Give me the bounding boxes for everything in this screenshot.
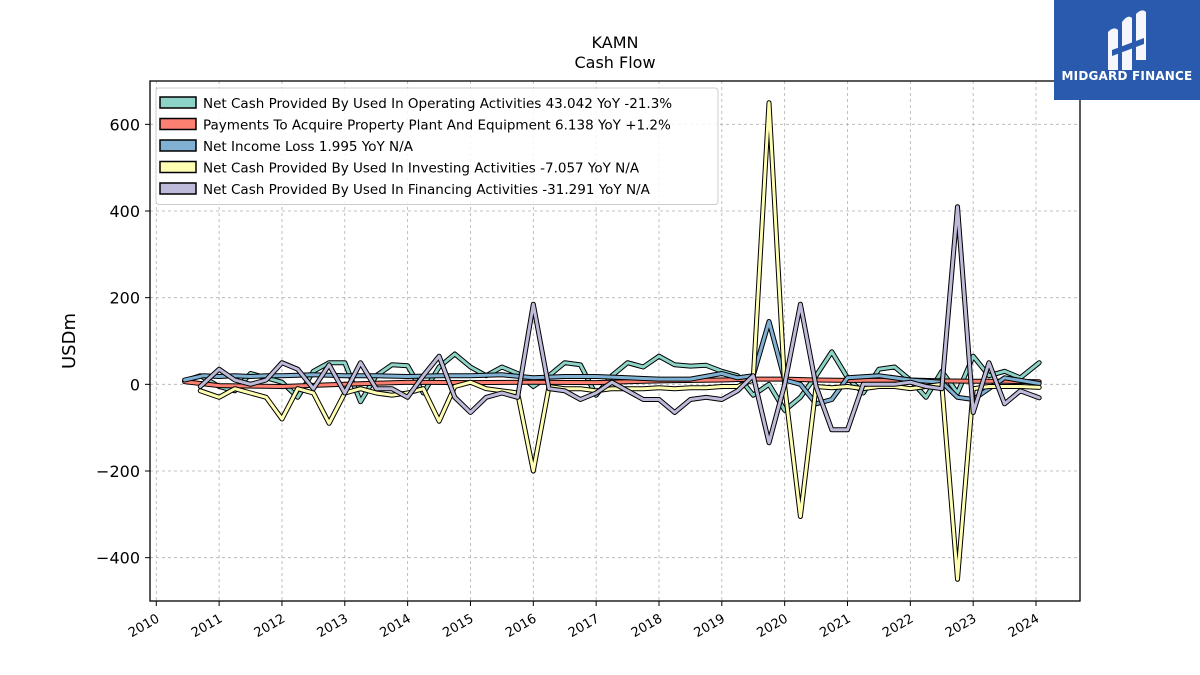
plot-frame [149,80,1081,602]
legend-box [155,87,719,205]
series-4 [197,204,1042,446]
y-tick-label-3: 200 [109,289,140,308]
legend-label-3: Net Cash Provided By Used In Investing A… [203,161,640,177]
series-lines [182,100,1042,582]
y-tick-label-5: 600 [109,115,140,134]
legend-swatch-1 [159,117,197,131]
legend-swatch-4 [159,182,197,195]
legend-label-4: Net Cash Provided By Used In Financing A… [203,182,651,198]
legend-label-0: Net Cash Provided By Used In Operating A… [203,96,672,112]
series-2 [182,319,1042,407]
legend-swatch-2 [159,139,197,152]
y-tick-label-0: −400 [96,549,140,568]
chart-subtitle: Cash Flow [574,53,655,72]
y-tick-label-2: 0 [130,375,140,394]
legend-label-1: Payments To Acquire Property Plant And E… [203,118,671,134]
midgard-finance-logo: MIDGARD FINANCE [1054,0,1200,100]
legend: Net Cash Provided By Used In Operating A… [155,87,719,205]
logo-mark-icon [1054,0,1200,100]
y-tick-label-4: 400 [109,202,140,221]
legend-swatch-0 [159,96,197,109]
y-tick-label-1: −200 [96,462,140,481]
series-line-4 [198,205,1041,445]
y-axis-label: USDm [59,313,80,369]
legend-label-2: Net Income Loss 1.995 YoY N/A [203,139,414,155]
legend-swatch-3 [159,160,197,174]
series-line-2 [183,320,1041,406]
logo-text: MIDGARD FINANCE [1061,69,1193,83]
chart-title: KAMN [592,33,639,52]
